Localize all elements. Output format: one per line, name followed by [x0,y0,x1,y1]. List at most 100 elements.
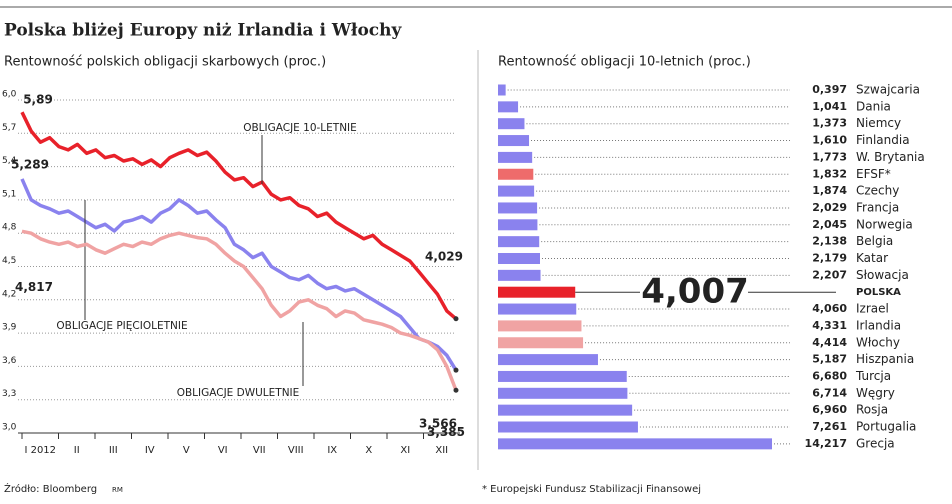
category-label: EFSF* [856,167,891,181]
x-tick-label: IX [327,445,337,456]
category-label: Niemcy [856,116,901,130]
value-label: 1,874 [812,184,847,197]
y-tick-label: 4,8 [2,223,17,233]
x-tick-label: I 2012 [24,445,56,456]
category-label: Izrael [856,302,889,316]
bar [498,135,530,147]
end-dot [453,316,459,322]
end-dot [453,387,459,393]
category-label: Szwajcaria [856,83,920,97]
value-label: 6,680 [812,369,847,382]
value-label: 2,029 [812,201,847,214]
y-tick-label: 3,3 [2,389,16,399]
x-tick-label: IV [145,445,155,456]
x-tick-label: VII [253,445,266,456]
value-label: 2,045 [812,218,847,231]
left-subtitle: Rentowność polskich obligacji skarbowych… [4,55,326,70]
value-label: 2,138 [812,235,847,248]
category-label: Węgry [856,386,895,400]
category-label: Włochy [856,335,900,349]
category-label: Norwegia [856,217,913,231]
x-tick-label: X [365,445,372,456]
y-tick-label: 5,1 [2,189,16,199]
bar [498,421,638,433]
value-label: 6,960 [812,403,847,416]
y-tick-label: 4,5 [2,256,16,266]
value-label: 5,89 [23,93,53,107]
line-series [21,229,458,391]
bar [498,286,576,298]
bar [498,370,627,382]
value-label: 3,566 [419,417,457,431]
x-tick-label: VI [218,445,228,456]
x-tick-label: XI [400,445,410,456]
value-label: 1,773 [812,150,847,163]
category-label: Rosja [856,403,888,417]
bar [498,202,538,214]
bar [498,354,598,366]
value-label: 5,289 [11,157,49,171]
x-tick-label: II [74,445,80,456]
value-label: 2,207 [812,268,847,281]
x-tick-label: III [109,445,118,456]
x-tick-label: VIII [288,445,304,456]
y-tick-label: 5,7 [2,123,16,133]
title: Polska bliżej Europy niż Irlandia i Włoc… [4,21,403,41]
category-label: Katar [856,251,888,265]
author: RM [112,486,123,494]
category-label: Irlandia [856,318,901,332]
x-tick-label: V [183,445,190,456]
bar [498,151,533,163]
category-label: Francja [856,200,899,214]
bar [498,168,534,180]
y-tick-label: 6,0 [2,90,17,100]
series-label: OBLIGACJE 10-LETNIE [243,122,357,134]
category-label: Finlandia [856,133,910,147]
bar [498,438,772,450]
bar [498,404,633,416]
value-label: 6,714 [812,386,847,399]
bar [498,84,506,96]
category-label: Turcja [855,369,891,383]
value-label: 0,397 [812,83,847,96]
footnote: * Europejski Fundusz Stabilizacji Finans… [482,484,701,495]
bar [498,219,538,231]
category-label: Belgia [856,234,893,248]
value-label: 3,385 [427,425,465,439]
y-tick-label: 3,9 [2,323,17,333]
category-label: POLSKA [856,287,901,298]
bar [498,253,540,264]
value-label: 1,041 [812,100,847,113]
value-label: 4,029 [425,249,463,263]
value-label: 1,610 [812,134,847,147]
value-label: 7,261 [812,420,847,433]
bar [498,118,525,130]
bar [498,101,519,113]
line-series [20,111,458,321]
bar [498,337,584,349]
category-label: Dania [856,99,891,113]
category-label: Czechy [856,184,899,198]
source: Źródło: Bloomberg [4,482,97,495]
bar [498,320,582,332]
y-tick-label: 5,4 [2,156,17,166]
value-label: 1,832 [812,167,847,180]
category-label: Portugalia [856,420,916,434]
value-label: 4,414 [812,336,847,349]
value-label: 14,217 [805,437,847,450]
y-tick-label: 3,0 [2,423,17,433]
value-label: 5,187 [812,353,847,366]
value-label: 4,817 [15,280,53,294]
line-series [20,178,458,372]
bar [498,185,535,197]
bar [498,303,577,315]
x-tick-label: XII [435,445,448,456]
category-label: Grecja [856,436,895,450]
y-tick-label: 3,6 [2,356,17,366]
series-label: OBLIGACJE DWULETNIE [177,387,300,399]
value-label: 1,373 [812,117,847,130]
category-label: Słowacja [856,268,909,282]
series-label: OBLIGACJE PIĘCIOLETNIE [56,320,187,332]
category-label: W. Brytania [856,150,925,164]
